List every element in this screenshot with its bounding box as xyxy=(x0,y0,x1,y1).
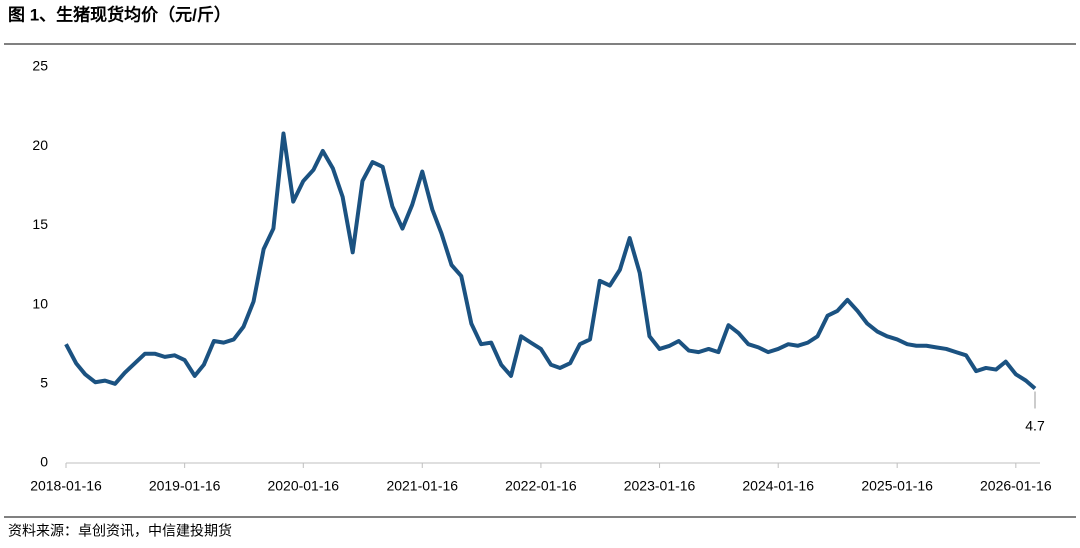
y-tick-label: 5 xyxy=(40,375,48,391)
x-tick-label: 2025-01-16 xyxy=(861,478,933,494)
y-tick-label: 25 xyxy=(32,58,48,74)
chart-title: 图 1、生猪现货均价（元/斤） xyxy=(8,4,231,24)
x-tick-label: 2019-01-16 xyxy=(149,478,221,494)
x-tick-label: 2021-01-16 xyxy=(386,478,458,494)
line-series xyxy=(64,131,1037,391)
y-tick-label: 0 xyxy=(40,454,48,470)
source: 资料来源：卓创资讯，中信建投期货 xyxy=(8,523,232,539)
x-tick-label: 2020-01-16 xyxy=(267,478,339,494)
y-tick-label: 10 xyxy=(32,295,48,311)
y-tick-label: 20 xyxy=(32,137,48,153)
x-tick-label: 2024-01-16 xyxy=(742,478,814,494)
x-tick-label: 2023-01-16 xyxy=(624,478,696,494)
x-tick-label: 2022-01-16 xyxy=(505,478,577,494)
annotation-label: 4.7 xyxy=(1025,417,1045,433)
y-tick-label: 15 xyxy=(32,216,48,232)
x-tick-label: 2018-01-16 xyxy=(30,478,102,494)
x-tick-label: 2026-01-16 xyxy=(980,478,1052,494)
